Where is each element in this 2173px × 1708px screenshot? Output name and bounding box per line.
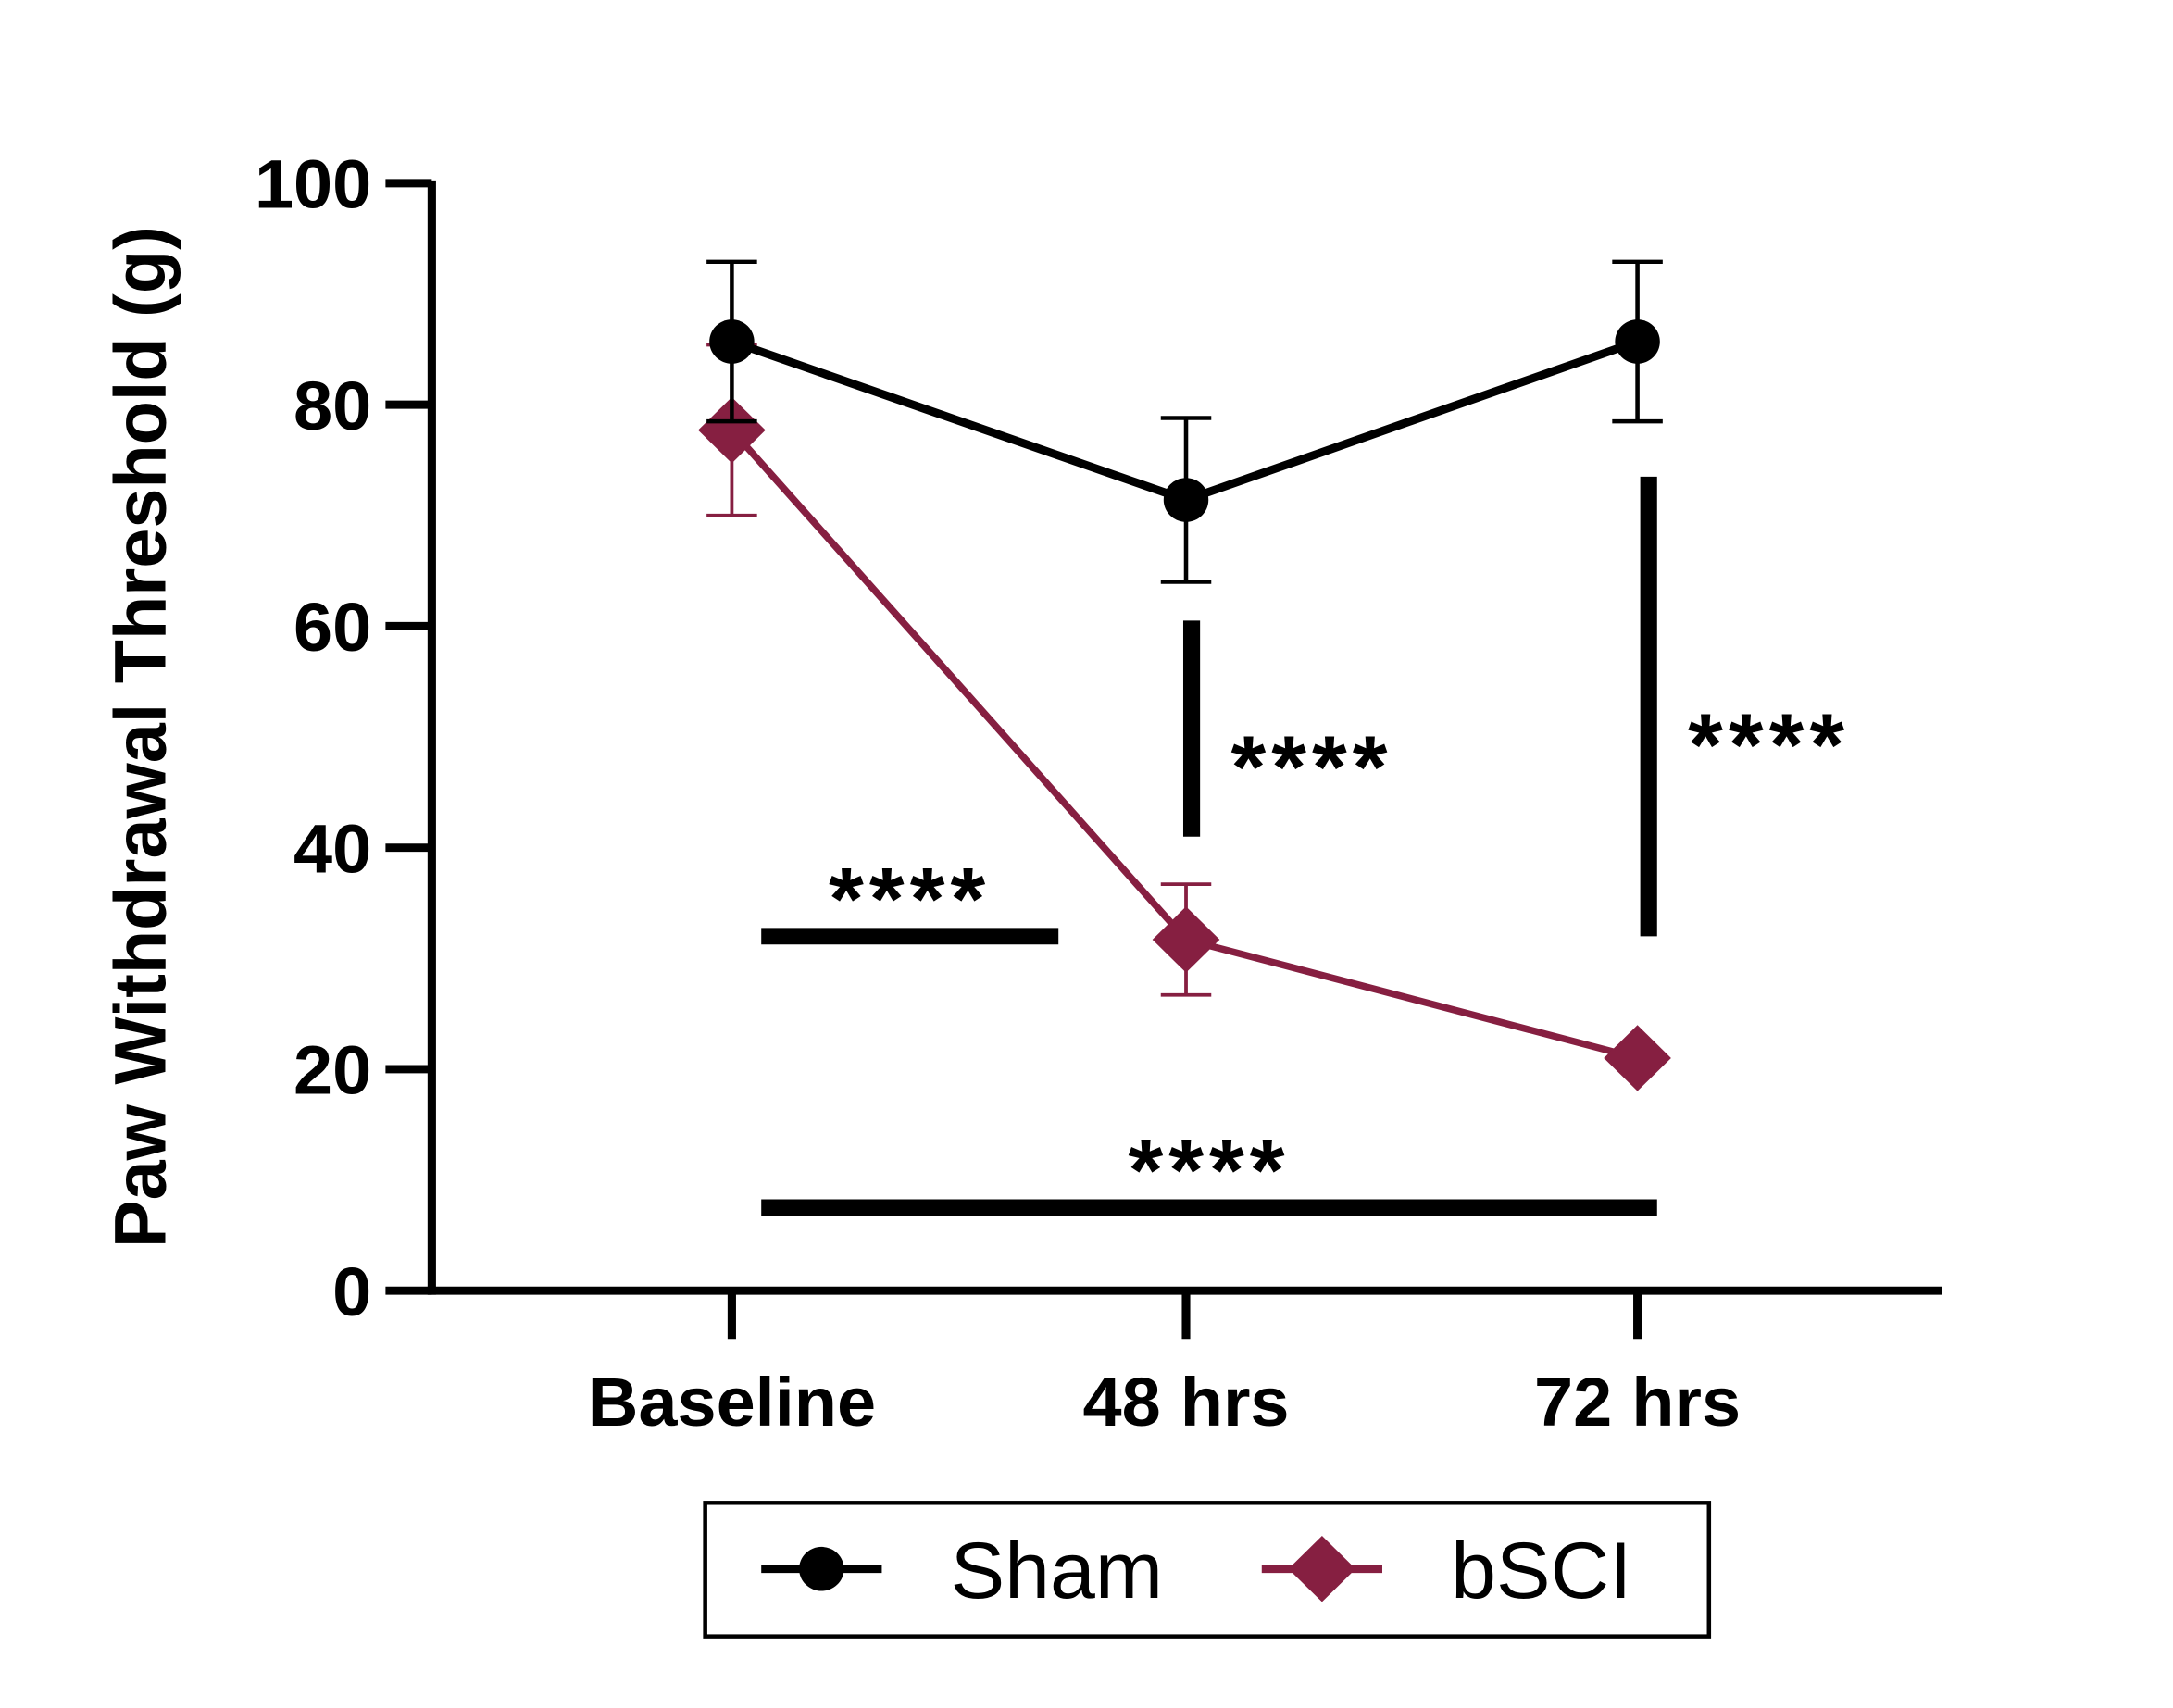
x-tick-label: Baseline [588,1364,876,1440]
y-tick-label: 100 [255,145,371,222]
axes: 0 20 40 60 80 100 Baseline 48 hrs 72 hrs [255,145,1942,1440]
significance-annotations: **** **** **** **** [761,476,1850,1220]
data-point-circle [709,319,755,364]
y-tick-label: 20 [293,1031,371,1108]
x-tick-label: 72 hrs [1534,1364,1741,1440]
data-point-diamond [1152,906,1220,973]
x-tick-label: 48 hrs [1082,1364,1289,1440]
legend-label: Sham [951,1527,1163,1615]
significance-label: **** [829,851,991,949]
legend: Sham bSCI [703,1501,1712,1639]
significance-label: **** [1128,1122,1290,1220]
legend-label: bSCI [1451,1527,1631,1615]
y-tick-label: 80 [293,368,371,444]
data-point-diamond [1604,1025,1671,1091]
series-sham [706,259,1663,584]
legend-marker-circle [799,1546,844,1591]
series-bsci [698,343,1671,1091]
significance-label: **** [1688,696,1850,794]
y-tick-label: 40 [293,810,371,887]
y-tick-label: 0 [332,1253,371,1330]
series-group [698,259,1671,1091]
significance-label: **** [1230,718,1392,817]
data-point-diamond [698,396,766,464]
y-axis-label: Paw Withdrawal Threshold (g) [99,226,181,1248]
data-point-circle [1615,319,1660,364]
data-point-circle [1163,478,1209,522]
y-tick-label: 60 [293,589,371,666]
